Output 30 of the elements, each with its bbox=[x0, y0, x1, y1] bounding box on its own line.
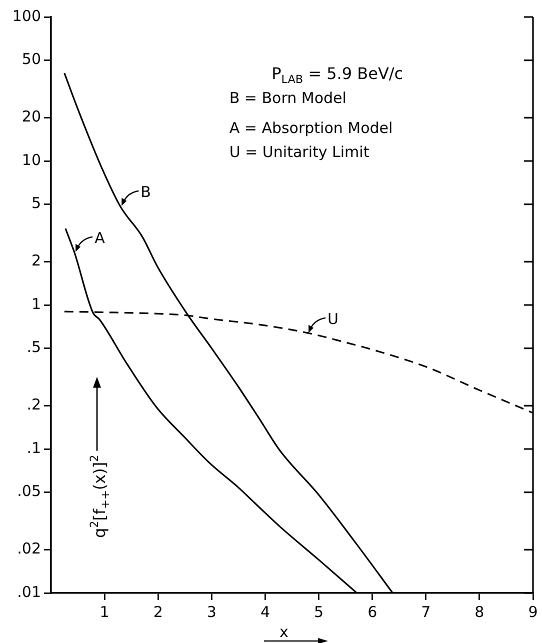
y-tick-label: .02 bbox=[17, 540, 41, 558]
annotation: U bbox=[328, 310, 339, 328]
annotation: U = Unitarity Limit bbox=[229, 143, 370, 161]
annotation: B = Born Model bbox=[229, 89, 346, 107]
x-tick-label: 7 bbox=[421, 602, 431, 621]
x-tick-label: 3 bbox=[206, 602, 216, 621]
y-tick-label: .5 bbox=[26, 338, 41, 356]
y-axis-title: q2[f++(x)]2 bbox=[88, 454, 112, 538]
y-tick-label: 1 bbox=[31, 294, 41, 313]
x-tick-label: 5 bbox=[314, 602, 324, 621]
x-tick-label: 2 bbox=[153, 602, 163, 621]
y-tick-label: 10 bbox=[22, 150, 41, 169]
y-tick-label: .1 bbox=[26, 438, 41, 457]
x-tick-label: 1 bbox=[100, 602, 110, 621]
x-tick-label: 9 bbox=[528, 602, 538, 621]
x-axis-title: x bbox=[280, 623, 289, 641]
annotation: A bbox=[94, 228, 106, 247]
y-tick-label: 2 bbox=[31, 252, 41, 270]
y-tick-label: .2 bbox=[26, 396, 41, 414]
x-tick-label: 8 bbox=[474, 602, 484, 621]
y-tick-label: 50 bbox=[22, 50, 41, 68]
y-tick-label: .05 bbox=[17, 482, 41, 500]
y-tick-label: 5 bbox=[31, 194, 41, 212]
x-tick-label: 4 bbox=[260, 602, 270, 621]
annotation: B bbox=[140, 182, 151, 201]
y-tick-label: 20 bbox=[22, 108, 41, 126]
annotation: A = Absorption Model bbox=[229, 119, 393, 137]
y-tick-label: 100 bbox=[12, 6, 41, 25]
y-tick-label: .01 bbox=[17, 582, 41, 601]
x-tick-label: 6 bbox=[368, 602, 378, 621]
